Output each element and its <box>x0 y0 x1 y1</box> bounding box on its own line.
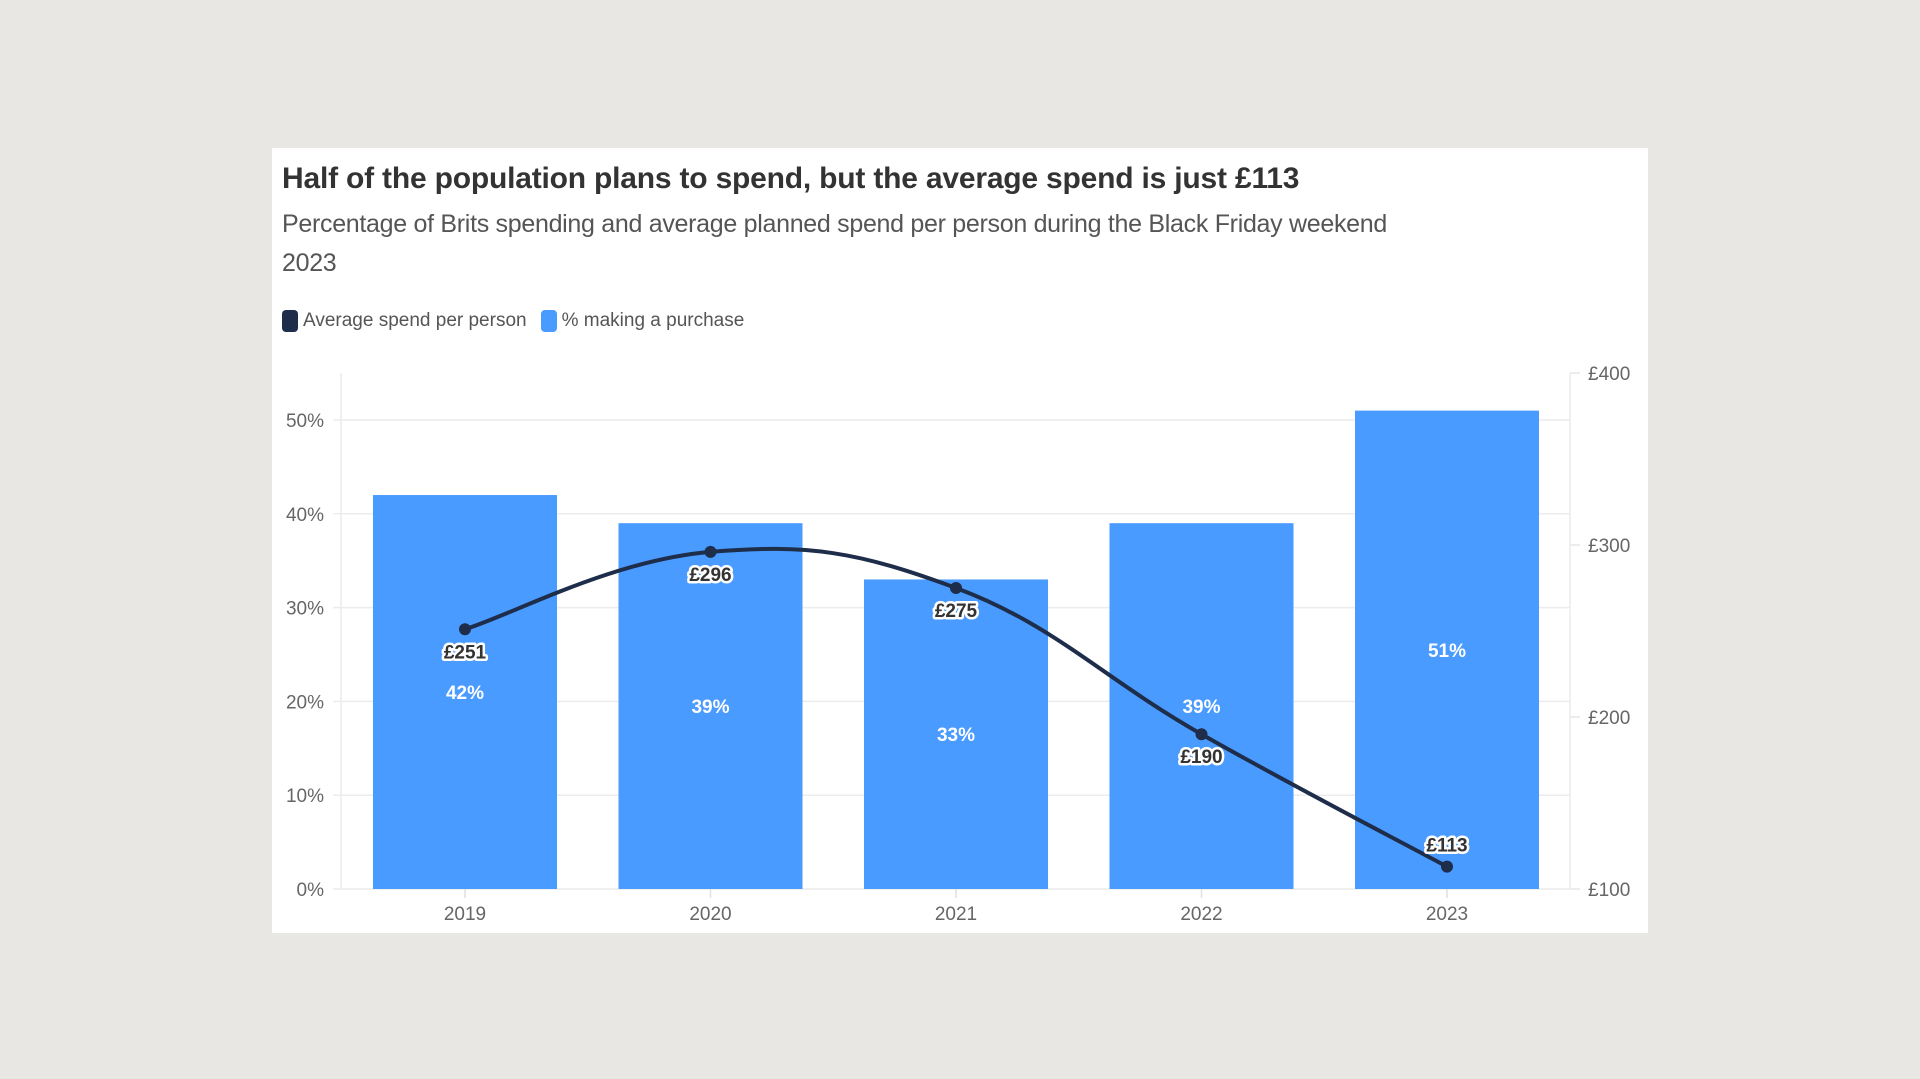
legend-label: % making a purchase <box>561 310 745 331</box>
bar <box>1355 410 1539 889</box>
bars <box>373 410 1539 889</box>
spend-value-label: £275 <box>935 601 978 622</box>
bar-value-label: 42% <box>446 683 484 704</box>
spend-point <box>1441 860 1453 873</box>
legend-swatch-line <box>282 310 298 332</box>
legend-swatch-bar <box>540 310 557 332</box>
spend-value-label: £296 <box>689 565 731 586</box>
x-tick-label: 2020 <box>689 904 731 925</box>
y-right-tick-label: £100 <box>1588 880 1630 901</box>
bar-value-label: 39% <box>691 697 729 718</box>
y-left-tick-label: 30% <box>286 599 324 620</box>
x-tick-label: 2023 <box>1426 904 1468 925</box>
spend-line <box>459 545 1453 873</box>
bar <box>864 579 1048 889</box>
chart-card: Half of the population plans to spend, b… <box>272 148 1648 933</box>
bar <box>373 495 557 889</box>
spend-point <box>1195 728 1208 741</box>
bar-value-label: 51% <box>1428 641 1466 662</box>
x-tick-label: 2022 <box>1180 904 1222 925</box>
y-left-tick-label: 50% <box>286 411 324 432</box>
y-left-tick-label: 10% <box>286 786 324 807</box>
chart-subtitle: Percentage of Brits spending and average… <box>282 210 1387 277</box>
legend-label: Average spend per person <box>303 310 527 331</box>
y-right-tick-label: £400 <box>1588 364 1630 385</box>
spend-point <box>704 545 717 558</box>
axes: 0% 10% 20% 30% 40% 50% £100 £200 £300 £400 2019 202… <box>286 364 1630 925</box>
spend-value-label: £251 <box>444 642 487 663</box>
spend-value-label: £190 <box>1180 747 1222 768</box>
chart-plot: 0% 10% 20% 30% 40% 50% £100 £200 £300 £400 2019 202… <box>286 364 1630 925</box>
legend-item-percent-purchase[interactable]: % making a purchase <box>540 310 745 332</box>
bar-value-label: 39% <box>1182 697 1220 718</box>
y-left-tick-label: 40% <box>286 505 324 526</box>
data-labels: 42% 39% 33% 39% 51% £251 £296 £275 £190 £113 <box>441 562 1470 859</box>
y-right-tick-label: £200 <box>1588 708 1630 729</box>
bar <box>618 523 803 889</box>
x-tick-label: 2021 <box>935 904 977 925</box>
spend-value-label: £113 <box>1426 836 1467 857</box>
bar <box>1109 523 1294 889</box>
y-right-tick-label: £300 <box>1588 536 1630 557</box>
legend-item-average-spend[interactable]: Average spend per person <box>282 310 527 332</box>
chart-title: Half of the population plans to spend, b… <box>282 162 1300 195</box>
x-tick-label: 2019 <box>444 904 486 925</box>
bar-value-label: 33% <box>937 725 975 746</box>
y-left-tick-label: 20% <box>286 692 324 713</box>
legend: Average spend per person % making a purc… <box>282 310 752 332</box>
spend-point <box>459 623 471 636</box>
spend-point <box>950 582 962 594</box>
y-left-tick-label: 0% <box>297 880 325 901</box>
